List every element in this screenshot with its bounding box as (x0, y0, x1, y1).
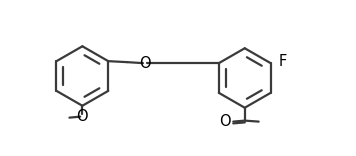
Text: O: O (219, 114, 231, 129)
Text: O: O (77, 109, 88, 124)
Text: F: F (279, 54, 287, 69)
Text: O: O (139, 56, 151, 71)
